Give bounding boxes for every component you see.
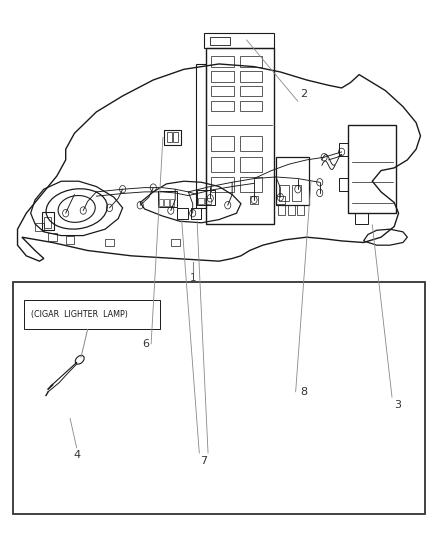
Bar [206,48,274,224]
Bar [348,125,396,213]
Bar [276,196,285,204]
Bar [240,177,262,192]
Text: 4: 4 [73,450,80,461]
Bar [191,208,201,219]
Bar [35,223,44,231]
Bar [240,56,262,67]
Bar [170,199,174,206]
Bar [204,33,274,48]
Bar [240,101,262,111]
Bar [297,205,304,215]
Bar [197,190,215,205]
Bar [276,157,309,205]
Bar [211,157,234,172]
Bar [173,133,178,142]
Bar [339,178,348,191]
Text: 3: 3 [394,400,401,410]
Bar [159,199,163,206]
Bar [177,208,188,219]
Bar [13,282,425,514]
Bar [44,217,51,228]
Bar [250,196,258,204]
Text: 6: 6 [142,339,149,349]
Bar [66,236,74,244]
Bar [211,177,234,192]
Bar [196,64,206,208]
Bar [211,56,234,67]
Text: (CIGAR  LIGHTER  LAMP): (CIGAR LIGHTER LAMP) [31,310,127,319]
Bar [355,213,368,224]
Text: 1: 1 [189,273,196,284]
Bar [210,37,230,45]
Text: 7: 7 [200,456,207,466]
Text: 8: 8 [300,387,307,397]
Bar [292,185,301,201]
Bar [105,239,114,246]
Bar [42,212,54,230]
Bar [211,101,234,111]
Bar [240,71,262,82]
Bar [288,205,295,215]
Bar [158,191,177,207]
Bar [240,86,262,96]
Bar [211,86,234,96]
Bar [24,300,160,329]
Bar [205,198,211,204]
Text: 2: 2 [300,88,307,99]
Bar [211,71,234,82]
Bar [48,233,57,241]
Bar [278,205,285,215]
Bar [211,136,234,151]
Bar [164,130,181,145]
Bar [171,239,180,246]
Bar [339,143,348,156]
Bar [164,199,169,206]
Bar [240,136,262,151]
Bar [198,198,204,204]
Bar [279,185,289,201]
Bar [167,133,172,142]
Bar [240,157,262,172]
